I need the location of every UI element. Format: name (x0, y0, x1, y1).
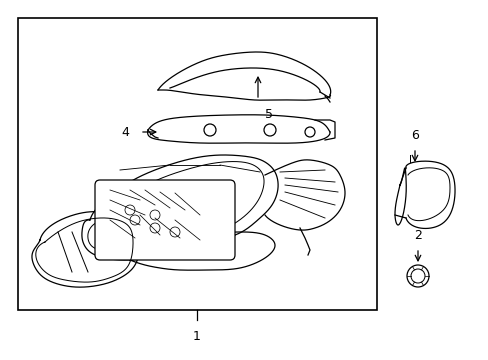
Text: 5: 5 (264, 108, 272, 121)
Text: 6: 6 (410, 129, 418, 142)
Bar (18, 18, 376, 310)
Text: 1: 1 (193, 330, 201, 343)
Text: 3: 3 (158, 246, 165, 258)
FancyBboxPatch shape (95, 180, 235, 260)
Text: 4: 4 (121, 126, 129, 139)
Text: 2: 2 (413, 229, 421, 242)
